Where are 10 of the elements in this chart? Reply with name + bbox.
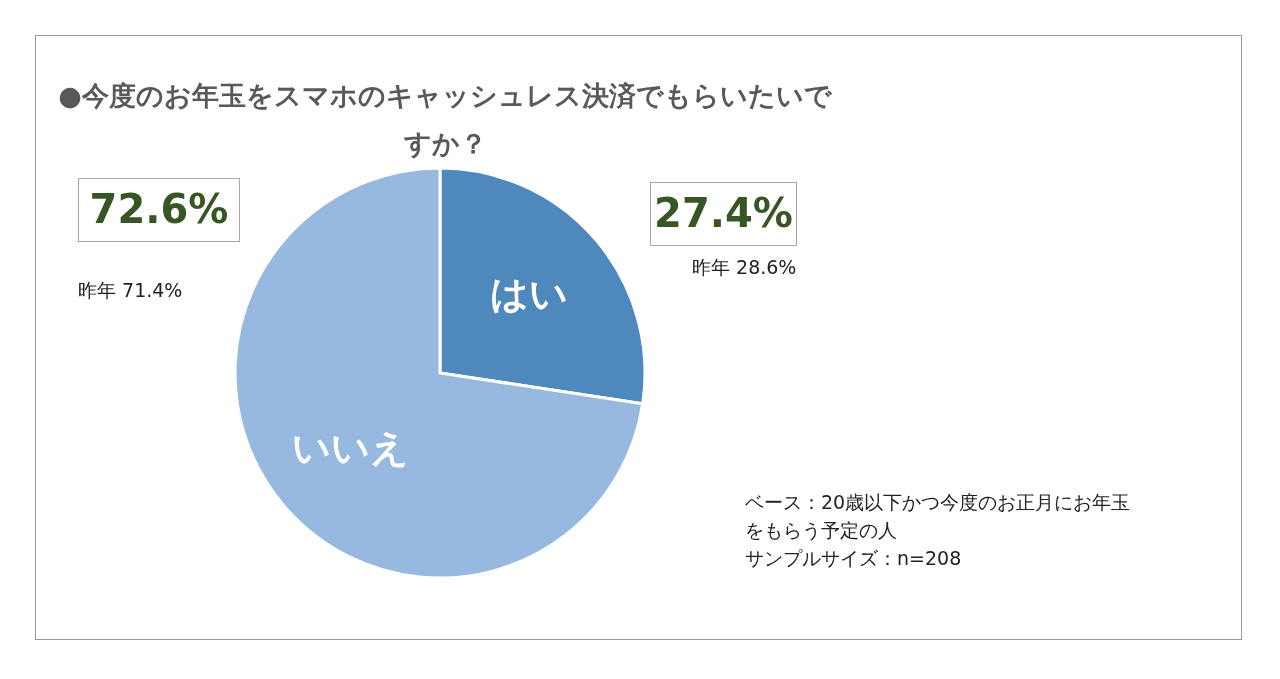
text: 昨年 28.6% [692,255,797,280]
slice-label: はい [490,272,569,317]
data-label: 27.4% [650,182,797,246]
slice-label: いいえ [292,425,410,470]
pie-slice [233,166,645,580]
data-label: 72.6% [78,178,240,242]
chart-title: ●今度のお年玉をスマホのキャッシュレス決済でもらいたいですか？ [57,79,833,161]
text: ベース：20歳以下かつ今度のお正月にお年玉をもらう予定の人 [745,490,1132,543]
text: サンプルサイズ：n=208 [745,546,962,571]
text: 昨年 71.4% [78,278,183,303]
